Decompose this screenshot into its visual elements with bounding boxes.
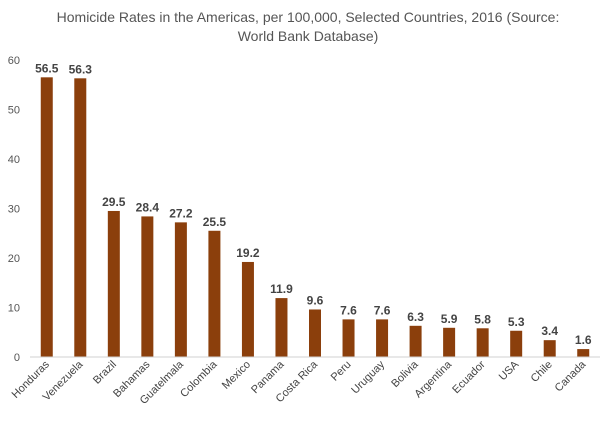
bar-mexico bbox=[241, 261, 254, 357]
y-tick-label: 40 bbox=[8, 154, 20, 166]
category-label: Uruguay bbox=[349, 358, 387, 396]
bar-colombia bbox=[208, 230, 221, 357]
y-tick-label: 0 bbox=[14, 352, 20, 364]
bar-uruguay bbox=[376, 319, 389, 357]
y-tick-label: 20 bbox=[8, 253, 20, 265]
value-label: 5.3 bbox=[508, 315, 525, 329]
bar-usa bbox=[510, 330, 523, 357]
bars bbox=[40, 77, 590, 357]
category-label: USA bbox=[497, 358, 522, 383]
y-axis: 0 10 20 30 40 50 60 bbox=[8, 55, 20, 364]
value-label: 5.9 bbox=[441, 312, 458, 326]
bar-ecuador bbox=[476, 328, 489, 357]
value-label: 5.8 bbox=[474, 312, 491, 326]
bar-chile bbox=[543, 340, 556, 357]
value-label: 25.5 bbox=[203, 215, 227, 229]
y-tick-label: 50 bbox=[8, 105, 20, 117]
bar-costa-rica bbox=[309, 309, 321, 357]
bar-peru bbox=[342, 319, 355, 357]
value-label: 1.6 bbox=[575, 333, 592, 347]
value-label: 56.5 bbox=[35, 61, 59, 75]
y-tick-label: 30 bbox=[8, 204, 20, 216]
bar-bahamas bbox=[141, 216, 154, 357]
bar-argentina bbox=[443, 327, 456, 357]
value-label: 6.3 bbox=[407, 310, 424, 324]
value-label: 11.9 bbox=[270, 282, 293, 296]
bar-panama bbox=[275, 298, 288, 357]
value-labels: 56.5 56.3 29.5 28.4 27.2 25.5 19.2 11.9 9.6 7.6 7.… bbox=[35, 61, 592, 347]
value-label: 7.6 bbox=[340, 303, 357, 317]
bar-venezuela bbox=[74, 78, 87, 357]
category-label: Peru bbox=[329, 359, 354, 384]
bar-canada bbox=[577, 349, 590, 357]
category-label: Mexico bbox=[220, 359, 253, 392]
category-label: Chile bbox=[529, 359, 555, 385]
y-tick-label: 60 bbox=[8, 55, 20, 67]
category-label: Ecuador bbox=[450, 358, 488, 396]
value-label: 28.4 bbox=[136, 200, 160, 214]
value-label: 56.3 bbox=[69, 62, 93, 76]
category-label: Argentina bbox=[412, 358, 454, 400]
bar-honduras bbox=[40, 77, 53, 357]
bar-guatelmala bbox=[174, 222, 187, 357]
value-label: 27.2 bbox=[169, 206, 193, 220]
chart-title-line: World Bank Database) bbox=[238, 28, 379, 44]
value-label: 29.5 bbox=[102, 195, 126, 209]
category-label: Brazil bbox=[91, 359, 119, 387]
bar-bolivia bbox=[409, 325, 422, 357]
bar-brazil bbox=[107, 210, 120, 357]
value-label: 9.6 bbox=[307, 293, 324, 307]
chart-title: Homicide Rates in the Americas, per 100,… bbox=[57, 9, 560, 44]
value-label: 3.4 bbox=[541, 324, 558, 338]
category-label: Colombia bbox=[178, 358, 220, 400]
value-label: 7.6 bbox=[374, 303, 391, 317]
category-label: Bolivia bbox=[389, 358, 421, 390]
chart-title-line: Homicide Rates in the Americas, per 100,… bbox=[57, 9, 560, 25]
value-label: 19.2 bbox=[236, 246, 260, 260]
y-tick-label: 10 bbox=[8, 303, 20, 315]
category-label: Canada bbox=[553, 358, 589, 394]
